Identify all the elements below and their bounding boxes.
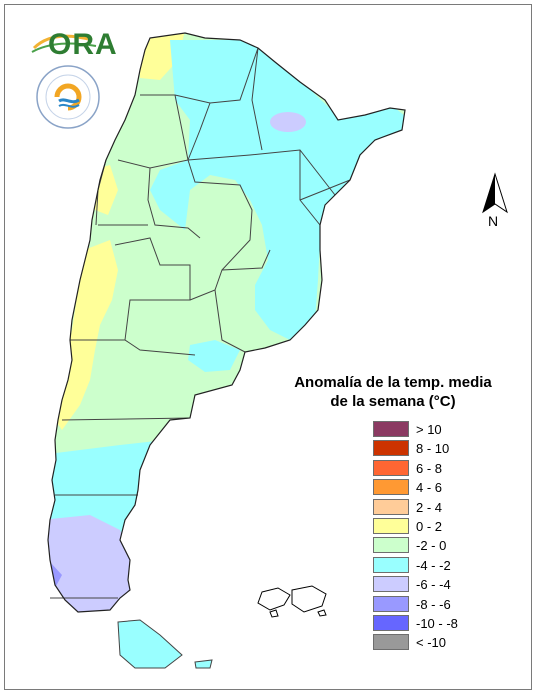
legend-label: 2 - 4 — [416, 499, 443, 515]
legend-item: 2 - 4 — [373, 498, 493, 517]
legend-label: 8 - 10 — [416, 441, 450, 457]
province-borders — [50, 47, 351, 599]
legend-label: 0 - 2 — [416, 518, 443, 534]
smn-emblem-icon — [36, 65, 100, 129]
legend-label: -10 - -8 — [416, 615, 458, 631]
legend: > 10 8 - 10 6 - 8 4 - 6 2 - 4 0 - 2 -2 - 0 -4 -… — [373, 420, 493, 653]
legend-label: < -10 — [416, 635, 446, 651]
ora-logo-text: ORA — [48, 28, 118, 61]
legend-label: > 10 — [416, 422, 442, 437]
legend-item: 8 - 10 — [373, 439, 493, 458]
legend-swatch — [373, 421, 409, 437]
legend-swatch — [373, 614, 409, 631]
legend-item: -2 - 0 — [373, 536, 493, 555]
legend-label: -8 - -6 — [416, 596, 451, 612]
legend-title-line1: Anomalía de la temp. media — [294, 374, 492, 391]
legend-swatch — [373, 459, 409, 476]
legend-label: 4 - 6 — [416, 480, 443, 496]
legend-label: -6 - -4 — [416, 577, 451, 593]
legend-label: -2 - 0 — [416, 538, 447, 554]
legend-swatch — [373, 498, 409, 515]
smn-logo — [35, 64, 101, 130]
legend-item: 0 - 2 — [373, 517, 493, 536]
ora-swoosh-icon — [31, 34, 97, 53]
legend-item: < -10 — [373, 633, 493, 652]
legend-item: -6 - -4 — [373, 575, 493, 594]
legend-item: -4 - -2 — [373, 556, 493, 575]
anomaly-bands — [48, 33, 405, 612]
legend-swatch — [373, 537, 409, 554]
legend-swatch — [373, 634, 409, 651]
legend-label: 6 - 8 — [416, 460, 443, 476]
legend-item: > 10 — [373, 420, 493, 439]
legend-swatch — [373, 576, 409, 593]
legend-item: 6 - 8 — [373, 459, 493, 478]
malvinas-islands — [257, 585, 327, 618]
isla-de-los-estados — [194, 659, 213, 669]
legend-item: -10 - -8 — [373, 614, 493, 633]
legend-swatch — [373, 479, 409, 496]
legend-item: -8 - -6 — [373, 595, 493, 614]
legend-swatch — [373, 556, 409, 573]
legend-swatch — [373, 595, 409, 612]
legend-label: -4 - -2 — [416, 557, 451, 573]
legend-title-line2: de la semana (°C) — [330, 393, 456, 410]
ora-logo: ORA — [30, 26, 117, 62]
legend-item: 4 - 6 — [373, 478, 493, 497]
tierra-del-fuego — [117, 619, 183, 669]
legend-title: Anomalía de la temp. media de la semana … — [288, 373, 498, 411]
north-arrow-label: N — [488, 213, 499, 229]
legend-swatch — [373, 440, 409, 457]
legend-swatch — [373, 517, 409, 534]
north-arrow-icon — [482, 172, 508, 214]
